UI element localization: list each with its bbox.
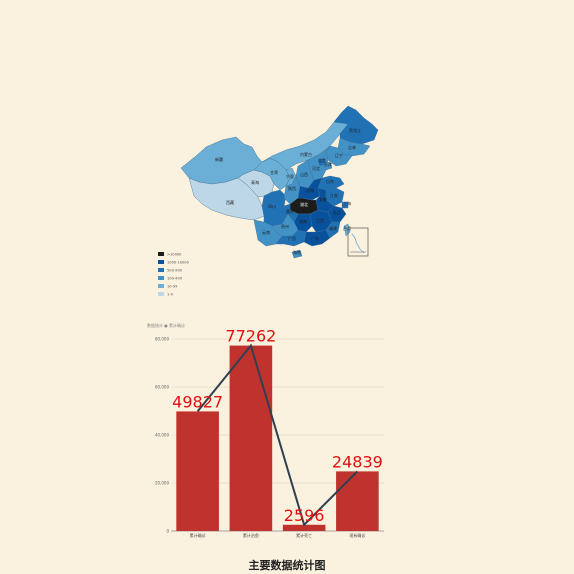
- overlay-line: [196, 343, 359, 527]
- province-label: 江西: [316, 217, 324, 223]
- province-贵州[interactable]: [271, 213, 299, 237]
- legend-label: 10-99: [167, 285, 178, 289]
- province-重庆[interactable]: [283, 203, 299, 223]
- province-label: 新疆: [215, 156, 223, 162]
- province-label: 山东: [326, 178, 334, 184]
- province-台湾[interactable]: [343, 223, 351, 237]
- province-山东[interactable]: [317, 175, 345, 191]
- x-tick-label: 累计死亡: [296, 532, 312, 538]
- legend-swatch: [158, 252, 164, 256]
- south-china-sea-inset: [347, 227, 369, 257]
- province-label: 黑龙江: [349, 127, 361, 133]
- data-label: 77262: [225, 327, 276, 346]
- province-label: 云南: [262, 229, 270, 235]
- province-label: 江苏: [330, 192, 338, 198]
- legend-swatch: [158, 284, 164, 288]
- y-tick-label: 80,000: [155, 336, 169, 341]
- legend-label: 100-499: [167, 277, 183, 281]
- province-label: 内蒙古: [300, 151, 312, 157]
- province-黑龙江[interactable]: [333, 105, 379, 145]
- legend-swatch: [158, 268, 164, 272]
- legend-swatch: [158, 292, 164, 296]
- y-tick-label: 20,000: [155, 480, 169, 485]
- province-label: 天津: [324, 161, 332, 167]
- province-label: 海南: [293, 249, 301, 255]
- legend-label: 1-9: [167, 293, 174, 297]
- chart-title: 主要数据统计图: [248, 559, 326, 572]
- legend-label: 500-999: [167, 269, 183, 273]
- province-label: 广西: [288, 235, 296, 241]
- province-label: 广东: [311, 235, 319, 241]
- province-青海[interactable]: [237, 169, 275, 198]
- x-tick-label: 累计治愈: [243, 532, 259, 538]
- province-label: 北京: [318, 157, 326, 163]
- y-tick-label: 0: [166, 528, 169, 533]
- x-tick-label: 累计确诊: [190, 532, 206, 538]
- province-label: 西藏: [226, 199, 234, 205]
- legend-swatch: [158, 260, 164, 264]
- province-label: 四川: [268, 204, 276, 209]
- legend-swatch: [158, 276, 164, 280]
- province-label: 湖北: [300, 201, 308, 207]
- province-label: 福建: [329, 225, 337, 231]
- bar-chart: 数据统计 ● 累计确诊 0 20,000 40,000 60,000 80,000 累计…: [147, 322, 384, 538]
- chart-legend-text: 数据统计 ● 累计确诊: [147, 322, 185, 328]
- legend-label: 1000-10000: [167, 261, 190, 265]
- province-label: 浙江: [333, 209, 341, 215]
- y-tick-label: 60,000: [155, 384, 169, 389]
- province-label: 台湾: [343, 225, 351, 231]
- province-label: 青海: [251, 179, 259, 185]
- province-宁夏[interactable]: [285, 167, 297, 187]
- province-label: 辽宁: [335, 152, 343, 158]
- province-label: 贵州: [281, 223, 289, 229]
- data-label: 2596: [284, 506, 325, 525]
- province-福建[interactable]: [325, 221, 341, 239]
- y-tick-label: 40,000: [155, 432, 169, 437]
- province-label: 吉林: [348, 144, 356, 150]
- province-label: 重庆: [286, 208, 294, 214]
- x-tick-label: 现有确诊: [349, 532, 365, 538]
- bar[interactable]: [176, 411, 219, 531]
- province-label: 湖南: [299, 218, 307, 224]
- data-label: 49827: [172, 392, 223, 411]
- province-label: 河北: [312, 165, 320, 171]
- province-海南[interactable]: [291, 249, 303, 259]
- bar[interactable]: [282, 524, 326, 531]
- province-label: 安徽: [319, 196, 327, 202]
- bar[interactable]: [229, 345, 273, 531]
- province-label: 甘肃: [270, 169, 278, 175]
- map-legend: >10000 1000-10000 500-999 100-499 10-99 1-9: [158, 252, 190, 297]
- province-label: 河南: [306, 187, 314, 193]
- bar[interactable]: [336, 471, 379, 531]
- data-label: 24839: [332, 452, 383, 471]
- province-label: 山西: [300, 171, 308, 177]
- province-上海[interactable]: [341, 201, 349, 209]
- province-label: 上海: [343, 200, 351, 206]
- province-label: 陕西: [288, 185, 296, 191]
- province-天津[interactable]: [323, 161, 333, 171]
- legend-label: >10000: [167, 253, 182, 257]
- province-label: 宁夏: [286, 173, 294, 179]
